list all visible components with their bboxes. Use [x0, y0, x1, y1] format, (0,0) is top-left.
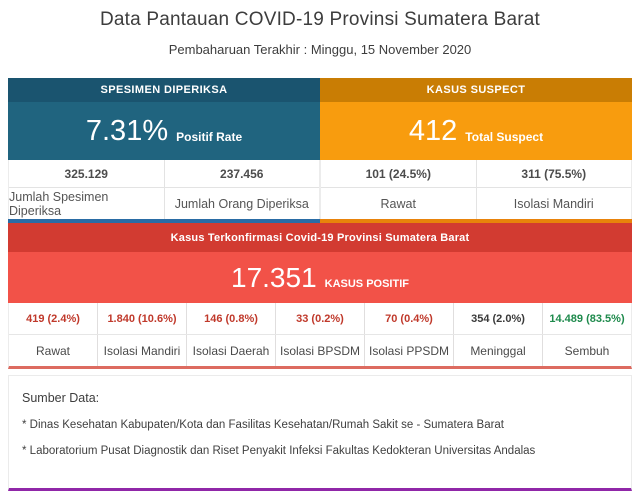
- stat-label: Rawat: [380, 196, 416, 211]
- stat-label: Isolasi Mandiri: [513, 196, 594, 211]
- spesimen-values-row: 325.129 237.456: [9, 160, 319, 188]
- stat-value: 419 (2.4%): [26, 312, 80, 325]
- stat-value: 101 (24.5%): [365, 166, 431, 181]
- total-suspect-banner: 412 Total Suspect: [320, 102, 632, 160]
- stat-cell: 1.840 (10.6%): [98, 303, 187, 334]
- suspect-values-row: 101 (24.5%) 311 (75.5%): [321, 160, 631, 188]
- suspect-stats: 101 (24.5%) 311 (75.5%) Rawat Isolasi Ma…: [320, 160, 632, 219]
- stat-label: Sembuh: [564, 343, 610, 358]
- page-title: Data Pantauan COVID-19 Provinsi Sumatera…: [99, 9, 541, 30]
- stat-label: Isolasi PPSDM: [368, 343, 450, 358]
- total-suspect-label: Total Suspect: [465, 130, 544, 144]
- stat-value: 1.840 (10.6%): [107, 312, 177, 325]
- stat-value: 325.129: [64, 166, 108, 181]
- stat-cell: Sembuh: [543, 335, 631, 366]
- stat-cell: 101 (24.5%): [321, 160, 477, 187]
- spesimen-diperiksa-section: SPESIMEN DIPERIKSA 7.31% Positif Rate 32…: [8, 78, 320, 223]
- stat-label: Jumlah Spesimen Diperiksa: [9, 189, 109, 218]
- stat-value: 354 (2.0%): [471, 312, 525, 325]
- stat-cell: 354 (2.0%): [454, 303, 543, 334]
- positif-rate-value: 7.31%: [85, 114, 169, 147]
- kasus-positif-label: KASUS POSITIF: [324, 278, 409, 290]
- spesimen-accent-bar: [8, 219, 320, 223]
- stat-value: 14.489 (83.5%): [549, 312, 625, 325]
- sources-heading: Sumber Data:: [22, 391, 100, 405]
- positif-rate-label: Positif Rate: [176, 130, 243, 144]
- stat-cell: 70 (0.4%): [365, 303, 454, 334]
- stat-value: 237.456: [220, 166, 264, 181]
- kasus-suspect-section: KASUS SUSPECT 412 Total Suspect 101 (24.…: [320, 78, 632, 223]
- stat-label: Jumlah Orang Diperiksa: [174, 196, 309, 211]
- stat-label: Isolasi BPSDM: [279, 343, 361, 358]
- stat-cell: Jumlah Orang Diperiksa: [165, 188, 320, 219]
- suspect-labels-row: Rawat Isolasi Mandiri: [321, 188, 631, 219]
- confirmed-labels-row: Rawat Isolasi Mandiri Isolasi Daerah Iso…: [9, 335, 631, 366]
- stat-cell: Rawat: [9, 335, 98, 366]
- kasus-positif-banner: 17.351 KASUS POSITIF: [8, 252, 632, 303]
- confirmed-section-header: Kasus Terkonfirmasi Covid-19 Provinsi Su…: [8, 223, 632, 252]
- confirmed-values-row: 419 (2.4%) 1.840 (10.6%) 146 (0.8%) 33 (…: [9, 303, 631, 335]
- stat-cell: Rawat: [321, 188, 477, 219]
- suspect-section-header: KASUS SUSPECT: [320, 78, 632, 102]
- top-sections-row: SPESIMEN DIPERIKSA 7.31% Positif Rate 32…: [8, 78, 632, 223]
- positif-rate-banner: 7.31% Positif Rate: [8, 102, 320, 160]
- stat-value: 70 (0.4%): [385, 312, 433, 325]
- stat-label: Isolasi Daerah: [192, 343, 270, 358]
- kasus-positif-value: 17.351: [231, 261, 317, 293]
- stat-value: 33 (0.2%): [296, 312, 344, 325]
- last-updated-text: Pembaharuan Terakhir : Minggu, 15 Novemb…: [168, 42, 472, 57]
- spesimen-stats: 325.129 237.456 Jumlah Spesimen Diperiks…: [8, 160, 320, 219]
- stat-cell: 33 (0.2%): [276, 303, 365, 334]
- stat-cell: 419 (2.4%): [9, 303, 98, 334]
- spesimen-section-header: SPESIMEN DIPERIKSA: [8, 78, 320, 102]
- suspect-accent-bar: [320, 219, 632, 223]
- stat-cell: 14.489 (83.5%): [543, 303, 631, 334]
- stat-cell: 325.129: [9, 160, 165, 187]
- stat-cell: Isolasi Daerah: [187, 335, 276, 366]
- stat-cell: 237.456: [165, 160, 320, 187]
- stat-cell: Meninggal: [454, 335, 543, 366]
- stat-label: Rawat: [35, 343, 70, 358]
- total-suspect-value: 412: [408, 114, 458, 147]
- source-item: * Dinas Kesehatan Kabupaten/Kota dan Fas…: [22, 419, 505, 431]
- data-sources-box: Sumber Data: * Dinas Kesehatan Kabupaten…: [8, 375, 632, 491]
- stat-cell: Isolasi Mandiri: [477, 188, 632, 219]
- stat-cell: 146 (0.8%): [187, 303, 276, 334]
- stat-cell: Jumlah Spesimen Diperiksa: [9, 188, 165, 219]
- confirmed-breakdown-table: 419 (2.4%) 1.840 (10.6%) 146 (0.8%) 33 (…: [8, 303, 632, 369]
- stat-cell: Isolasi Mandiri: [98, 335, 187, 366]
- stat-cell: Isolasi PPSDM: [365, 335, 454, 366]
- stat-label: Meninggal: [470, 343, 526, 358]
- spesimen-labels-row: Jumlah Spesimen Diperiksa Jumlah Orang D…: [9, 188, 319, 219]
- stat-label: Isolasi Mandiri: [103, 343, 181, 358]
- stat-value: 146 (0.8%): [204, 312, 258, 325]
- stat-value: 311 (75.5%): [521, 166, 587, 181]
- stat-cell: Isolasi BPSDM: [276, 335, 365, 366]
- source-item: * Laboratorium Pusat Diagnostik dan Rise…: [22, 445, 536, 457]
- kasus-terkonfirmasi-section: Kasus Terkonfirmasi Covid-19 Provinsi Su…: [8, 223, 632, 369]
- stat-cell: 311 (75.5%): [477, 160, 632, 187]
